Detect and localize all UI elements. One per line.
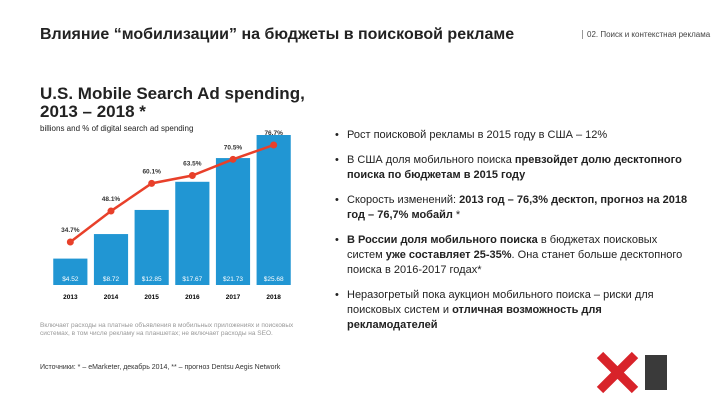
bullet-text: . Она станет больше десктопного поиска в… [347, 249, 683, 276]
line-label: 70.5% [224, 144, 243, 151]
x-tick-label: 2015 [144, 294, 159, 301]
line [69, 143, 275, 243]
bullet-text: Неразогретый пока аукцион мобильного пои… [347, 289, 654, 316]
bullet-text: * [452, 209, 461, 221]
chart-title: 2013 – 2018 * [40, 102, 146, 121]
logo-mark [596, 351, 639, 394]
bullet: Неразогретый пока аукцион мобильного пои… [335, 288, 695, 333]
line-point [188, 171, 196, 179]
chart-note: Включает расходы на платные объявления в… [40, 322, 294, 338]
section-label: 02. Поиск и контекстная реклама [582, 30, 710, 39]
bullet-text: в бюджетах поисковых систем [347, 234, 658, 261]
bar-label: $21.73 [223, 276, 243, 283]
bar [215, 158, 251, 285]
line-label: 60.1% [142, 168, 161, 175]
bar-label: $12.85 [142, 276, 162, 283]
line-point [66, 238, 74, 246]
bullet-text: превзойдет долю десктопного поиска по бю… [347, 154, 682, 181]
source: Источники: * – eMarketer, декабрь 2014, … [40, 364, 281, 371]
x-tick-label: 2017 [226, 294, 241, 301]
bullet: Скорость изменений: 2013 год – 76,3% дес… [335, 193, 695, 223]
bullet-text: отличная возможность для рекламодателей [347, 304, 602, 331]
line-label: 76.7% [264, 130, 283, 137]
line-label: 34.7% [61, 227, 80, 234]
x-tick-label: 2014 [104, 294, 119, 301]
line-point [270, 141, 278, 149]
bullet: В России доля мобильного поиска в бюджет… [335, 233, 695, 278]
bullet-text: уже составляет 25-35% [385, 249, 512, 261]
bar-label: $17.67 [182, 276, 202, 283]
bar-label: $8.72 [103, 276, 120, 283]
x-tick-label: 2018 [266, 294, 281, 301]
bar-label: $4.52 [62, 276, 79, 283]
bar [175, 181, 210, 285]
line-label: 48.1% [102, 196, 121, 203]
chart-title: U.S. Mobile Search Ad spending, [40, 84, 305, 103]
line-label: 63.5% [183, 160, 202, 167]
bullet: Рост поисковой рекламы в 2015 году в США… [335, 128, 695, 143]
bullet: В США доля мобильного поиска превзойдет … [335, 153, 695, 183]
chart: $4.52 2013 $8.72 2014 $12.85 2015 $17.67 2016 $2… [53, 130, 291, 301]
bullet-text: Рост поисковой рекламы в 2015 году в США… [347, 129, 608, 141]
bullet-text: Скорость изменений: [347, 194, 460, 206]
logo [596, 351, 667, 394]
bar [93, 234, 129, 285]
bullet-list: Рост поисковой рекламы в 2015 году в США… [335, 128, 695, 343]
logo-box [645, 355, 667, 390]
x-tick-label: 2013 [63, 294, 78, 301]
bullet-text: 2013 год – 76,3% десктоп, прогноз на 201… [347, 194, 688, 221]
x-tick-label: 2016 [185, 294, 200, 301]
line-point [229, 155, 237, 163]
bullet-text: В России доля мобильного поиска [347, 234, 538, 246]
bullet-text: В США доля мобильного поиска [347, 154, 515, 166]
chart-subtitle: billions and % of digital search ad spen… [40, 124, 194, 133]
slide-title: Влияние “мобилизации” на бюджеты в поиск… [40, 26, 515, 43]
bar [134, 209, 169, 285]
line-point [148, 179, 156, 187]
bar [256, 135, 291, 285]
line-point [107, 207, 115, 215]
bar-label: $25.68 [264, 276, 284, 283]
bar [53, 258, 88, 285]
